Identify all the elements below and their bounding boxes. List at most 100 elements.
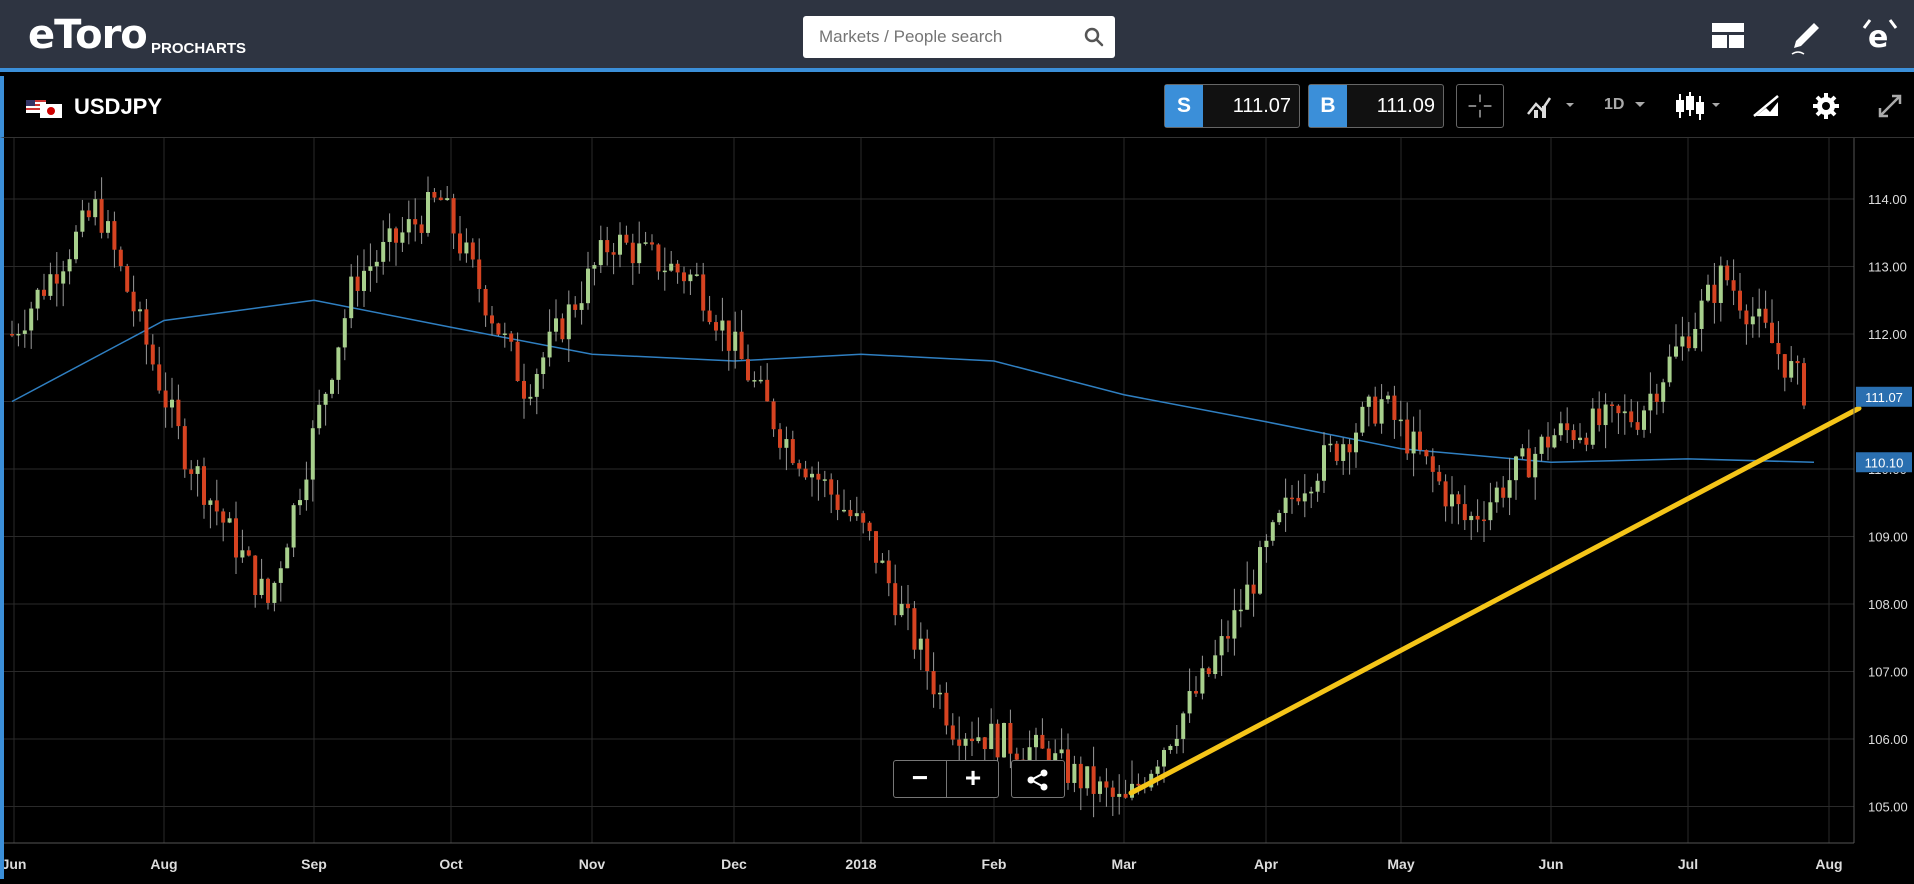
candle-body xyxy=(976,737,981,742)
search-input[interactable] xyxy=(803,16,1073,58)
etoro-logo[interactable]: eToro xyxy=(28,12,148,58)
candle-body xyxy=(22,330,27,334)
candle-body xyxy=(1059,749,1064,754)
candle-body xyxy=(1264,540,1269,548)
candle-body xyxy=(1008,722,1013,754)
candle-body xyxy=(477,259,482,289)
candle-body xyxy=(1194,691,1198,694)
candle-body xyxy=(739,331,744,360)
candle-body xyxy=(669,263,674,271)
candle-body xyxy=(419,224,424,233)
x-tick-label: Sep xyxy=(301,856,327,872)
y-tick-label: 109.00 xyxy=(1868,530,1908,545)
price-marker-badge xyxy=(1856,452,1912,473)
candle-body xyxy=(349,276,354,319)
candle-body xyxy=(1539,436,1544,454)
candle-body xyxy=(1616,405,1621,414)
gear-icon[interactable] xyxy=(1804,84,1848,128)
search-box[interactable] xyxy=(803,16,1115,58)
candle-body xyxy=(1168,745,1173,751)
candle-body xyxy=(1066,749,1070,783)
candle-body xyxy=(938,692,942,695)
candle-body xyxy=(1462,504,1467,521)
timeframe-selector[interactable]: 1D xyxy=(1596,84,1652,128)
candle-body xyxy=(61,271,66,284)
x-tick-label: Aug xyxy=(150,856,177,872)
y-tick-label: 108.00 xyxy=(1868,597,1908,612)
candle-body xyxy=(118,249,123,267)
candle-body xyxy=(701,274,706,311)
candle-body xyxy=(1405,419,1410,454)
buy-label: B xyxy=(1309,85,1347,127)
candle-body xyxy=(790,439,795,464)
candle-body xyxy=(1034,734,1038,748)
pencil-icon[interactable] xyxy=(1784,14,1828,58)
candle-body xyxy=(1270,522,1275,541)
candle-body xyxy=(330,379,334,394)
y-tick-label: 105.00 xyxy=(1868,800,1908,815)
candle-body xyxy=(1117,793,1122,797)
fullscreen-icon[interactable] xyxy=(1868,84,1912,128)
candle-body xyxy=(982,737,987,750)
candle-body xyxy=(835,494,840,510)
candle-body xyxy=(1296,497,1301,502)
buy-button[interactable]: B 111.09 xyxy=(1308,84,1444,128)
zoom-in-button[interactable]: + xyxy=(964,762,982,793)
candle-body xyxy=(362,270,366,291)
candle-body xyxy=(464,242,469,254)
trendline[interactable] xyxy=(1128,405,1862,796)
candle-body xyxy=(534,374,539,397)
sell-label: S xyxy=(1165,85,1203,127)
candle-body xyxy=(554,318,558,332)
candle-body xyxy=(426,192,430,233)
chart-area[interactable]: 114.00113.00112.00111.00110.00109.00108.… xyxy=(0,138,1914,879)
candle-body xyxy=(515,341,520,381)
candle-body xyxy=(1802,363,1806,406)
candlestick-type-icon[interactable] xyxy=(1668,84,1728,128)
sell-button[interactable]: S 111.07 xyxy=(1164,84,1300,128)
candle-body xyxy=(618,234,622,255)
layout-icon[interactable] xyxy=(1706,14,1750,58)
candle-body xyxy=(1110,787,1115,797)
indicators-icon[interactable] xyxy=(1518,84,1582,128)
drawing-tools-icon[interactable] xyxy=(1744,84,1788,128)
crosshair-icon[interactable] xyxy=(1456,84,1504,128)
candle-body xyxy=(400,232,405,243)
candle-body xyxy=(298,500,302,506)
candle-body xyxy=(48,274,53,296)
candle-body xyxy=(170,399,174,408)
candle-body xyxy=(989,723,994,750)
x-tick-label: Mar xyxy=(1112,856,1137,872)
candle-body xyxy=(1571,430,1576,441)
search-icon[interactable] xyxy=(1083,26,1105,48)
x-tick-label: 2018 xyxy=(845,856,876,872)
candle-body xyxy=(221,511,226,523)
candle-body xyxy=(1706,284,1710,301)
candle-body xyxy=(323,393,328,405)
price-chart[interactable]: 114.00113.00112.00111.00110.00109.00108.… xyxy=(2,138,1914,879)
candle-body xyxy=(1661,382,1666,402)
zoom-out-button[interactable]: − xyxy=(911,762,929,793)
price-marker-label: 111.07 xyxy=(1865,390,1903,405)
candle-body xyxy=(1610,404,1614,406)
candle-body xyxy=(394,228,398,243)
moving-average-line xyxy=(11,299,1815,464)
candle-body xyxy=(1398,419,1403,422)
candle-body xyxy=(208,500,213,505)
candle-body xyxy=(1565,423,1570,431)
candle-body xyxy=(1770,322,1774,344)
candle-body xyxy=(816,473,821,480)
x-tick-label: Jun xyxy=(4,856,26,872)
share-button[interactable] xyxy=(1011,760,1065,798)
candle-body xyxy=(931,671,936,695)
etoro-user-icon[interactable]: e xyxy=(1858,14,1902,58)
candle-body xyxy=(848,509,853,517)
candle-body xyxy=(1226,636,1230,639)
candle-body xyxy=(163,390,168,408)
candle-body xyxy=(214,500,219,512)
candle-body xyxy=(995,723,1000,758)
candle-body xyxy=(1309,491,1314,494)
candle-body xyxy=(1693,328,1698,349)
candle-body xyxy=(950,725,955,740)
candle-body xyxy=(1251,584,1256,594)
